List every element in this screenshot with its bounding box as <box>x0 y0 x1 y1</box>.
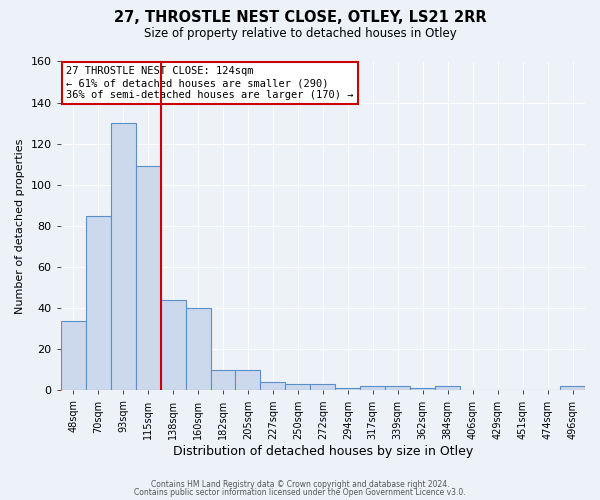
Bar <box>435 386 460 390</box>
Text: Size of property relative to detached houses in Otley: Size of property relative to detached ho… <box>143 28 457 40</box>
Y-axis label: Number of detached properties: Number of detached properties <box>15 138 25 314</box>
Bar <box>385 386 410 390</box>
Bar <box>361 386 385 390</box>
Bar <box>235 370 260 390</box>
Text: Contains HM Land Registry data © Crown copyright and database right 2024.: Contains HM Land Registry data © Crown c… <box>151 480 449 489</box>
Bar <box>410 388 435 390</box>
Bar <box>560 386 585 390</box>
Bar <box>161 300 185 390</box>
Bar <box>86 216 110 390</box>
Text: Contains public sector information licensed under the Open Government Licence v3: Contains public sector information licen… <box>134 488 466 497</box>
Bar <box>110 123 136 390</box>
Bar <box>185 308 211 390</box>
Bar <box>136 166 161 390</box>
Bar <box>335 388 361 390</box>
Bar <box>286 384 310 390</box>
Bar <box>211 370 235 390</box>
Text: 27, THROSTLE NEST CLOSE, OTLEY, LS21 2RR: 27, THROSTLE NEST CLOSE, OTLEY, LS21 2RR <box>113 10 487 25</box>
Bar <box>310 384 335 390</box>
Bar <box>260 382 286 390</box>
Text: 27 THROSTLE NEST CLOSE: 124sqm
← 61% of detached houses are smaller (290)
36% of: 27 THROSTLE NEST CLOSE: 124sqm ← 61% of … <box>66 66 353 100</box>
Bar <box>61 320 86 390</box>
X-axis label: Distribution of detached houses by size in Otley: Distribution of detached houses by size … <box>173 444 473 458</box>
